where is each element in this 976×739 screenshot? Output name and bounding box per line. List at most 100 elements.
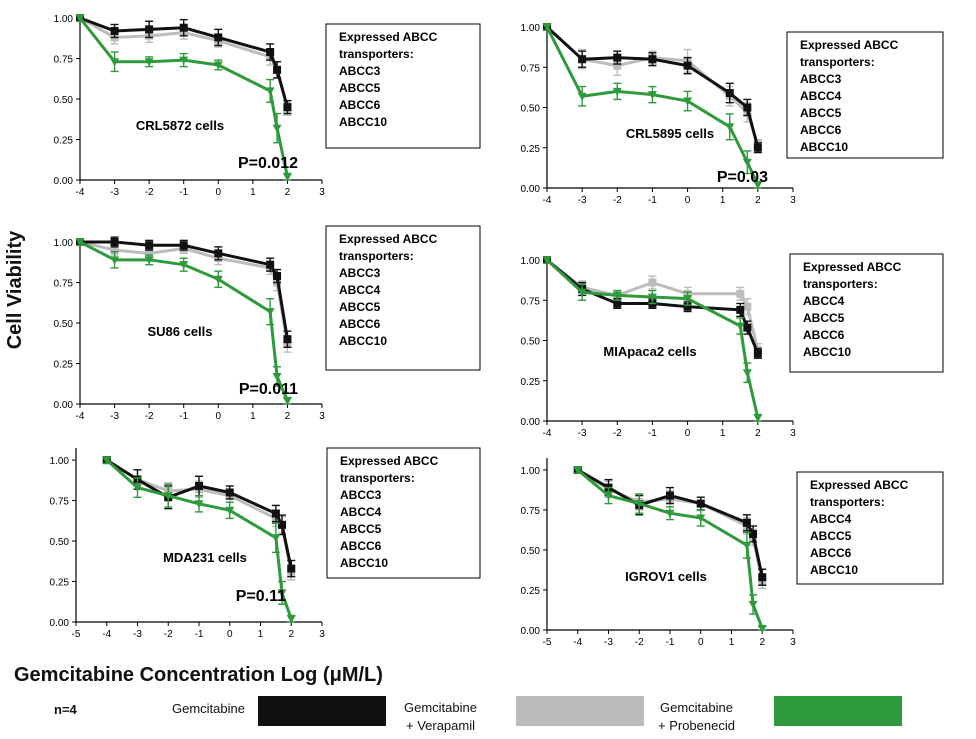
panel-crl5872-cells: 0.00 0.25 0.50 0.75 1.00 -4 -3 -2 -1 0 1 2 3 CRL5872 … — [54, 14, 481, 198]
x-tick-label: -1 — [179, 187, 188, 198]
series-line — [545, 26, 760, 186]
transporter-item: ABCC5 — [810, 529, 852, 543]
y-tick-label: 0.25 — [521, 377, 541, 388]
y-tick-label: 0.75 — [521, 506, 541, 517]
x-tick-label: -3 — [578, 195, 587, 206]
series-line — [545, 258, 760, 419]
data-point — [110, 26, 119, 35]
data-point — [683, 295, 693, 304]
x-tick-label: 1 — [250, 187, 256, 198]
x-tick-label: -4 — [102, 629, 111, 640]
data-point — [265, 87, 275, 96]
data-point — [145, 249, 154, 258]
data-point — [696, 514, 706, 523]
transporter-heading: transporters: — [339, 249, 414, 263]
transporter-item: ABCC5 — [339, 81, 381, 95]
x-tick-label: 3 — [790, 195, 796, 206]
data-point — [634, 500, 644, 509]
transporter-item: ABCC6 — [810, 546, 852, 560]
transporter-item: ABCC3 — [800, 72, 842, 86]
series-2 — [102, 456, 296, 624]
transporter-box — [326, 447, 481, 579]
transporter-item: ABCC6 — [339, 317, 381, 331]
data-point — [75, 14, 85, 23]
data-point — [753, 414, 763, 423]
data-point — [725, 89, 734, 98]
data-point — [286, 615, 296, 624]
y-tick-label: 0.00 — [521, 417, 541, 428]
y-tick-label: 0.50 — [521, 546, 541, 557]
legend-verapamil-line1: Gemcitabine — [404, 700, 477, 715]
data-point — [683, 61, 692, 70]
x-tick-label: -5 — [543, 637, 552, 648]
p-value: P=0.03 — [717, 169, 768, 186]
x-tick-label: -1 — [648, 195, 657, 206]
x-tick-label: -2 — [145, 187, 154, 198]
panel-crl5895-cells: 0.00 0.25 0.50 0.75 1.00 -4 -3 -2 -1 0 1 2 3 CRL5895 … — [521, 23, 944, 206]
panel-title: MIApaca2 cells — [603, 344, 696, 359]
data-point — [742, 158, 752, 167]
x-tick-label: -3 — [578, 428, 587, 439]
data-point — [271, 534, 281, 543]
y-tick-label: 0.25 — [54, 360, 74, 371]
transporter-item: ABCC4 — [340, 505, 382, 519]
transporter-heading: Expressed ABCC — [339, 232, 438, 246]
transporter-box — [325, 23, 481, 149]
x-tick-label: -2 — [613, 195, 622, 206]
data-point — [277, 589, 287, 598]
transporter-item: ABCC10 — [339, 115, 387, 129]
data-point — [758, 573, 767, 582]
p-value: P=0.011 — [239, 381, 298, 398]
data-point — [273, 65, 282, 74]
transporter-item: ABCC6 — [803, 328, 845, 342]
panel-igrov1-cells: 0.00 0.25 0.50 0.75 1.00 -5 -4 -3 -2 -1 0 1 2 3 IGROV1… — [521, 458, 944, 648]
data-point — [133, 484, 142, 493]
x-tick-label: -2 — [145, 411, 154, 422]
data-point — [647, 293, 657, 302]
data-point — [271, 509, 280, 518]
transporter-box — [325, 225, 481, 371]
x-tick-label: 1 — [720, 195, 726, 206]
data-point — [749, 530, 758, 538]
series-2 — [75, 238, 292, 406]
y-tick-label: 0.50 — [521, 104, 541, 115]
x-tick-label: 2 — [755, 195, 761, 206]
transporter-box — [789, 253, 944, 373]
x-tick-label: -1 — [666, 637, 675, 648]
data-point — [110, 58, 120, 67]
y-tick-label: 0.25 — [54, 136, 74, 147]
x-tick-label: 0 — [685, 195, 691, 206]
data-point — [743, 323, 752, 332]
transporter-heading: transporters: — [800, 55, 875, 69]
y-tick-label: 0.50 — [50, 537, 70, 548]
series-2 — [542, 23, 763, 190]
data-point — [179, 56, 189, 65]
y-tick-label: 1.00 — [521, 256, 541, 267]
y-tick-label: 0.75 — [54, 279, 74, 290]
data-point — [742, 369, 752, 378]
data-point — [265, 308, 275, 317]
transporter-heading: transporters: — [339, 47, 414, 61]
y-tick-label: 0.25 — [521, 586, 541, 597]
data-point — [753, 181, 763, 190]
panel-miapaca2-cells: 0.00 0.25 0.50 0.75 1.00 -4 -3 -2 -1 0 1 2 3 MIApaca2… — [521, 253, 944, 439]
data-point — [542, 23, 552, 32]
y-tick-label: 0.25 — [50, 578, 70, 589]
transporter-heading: transporters: — [340, 471, 415, 485]
series-0 — [76, 236, 292, 348]
panel-title: CRL5895 cells — [626, 126, 714, 141]
x-tick-label: -4 — [76, 187, 85, 198]
transporter-item: ABCC10 — [803, 345, 851, 359]
data-point — [725, 123, 735, 132]
figure-ylabel: Cell Viability — [4, 230, 26, 350]
x-tick-label: -2 — [164, 629, 173, 640]
panel-title: CRL5872 cells — [136, 118, 224, 133]
transporter-item: ABCC6 — [340, 539, 382, 553]
data-point — [266, 260, 275, 269]
legend-gemcitabine-line1: Gemcitabine — [172, 701, 245, 716]
data-point — [613, 299, 622, 308]
y-tick-label: 0.00 — [521, 626, 541, 637]
data-point — [144, 58, 154, 67]
